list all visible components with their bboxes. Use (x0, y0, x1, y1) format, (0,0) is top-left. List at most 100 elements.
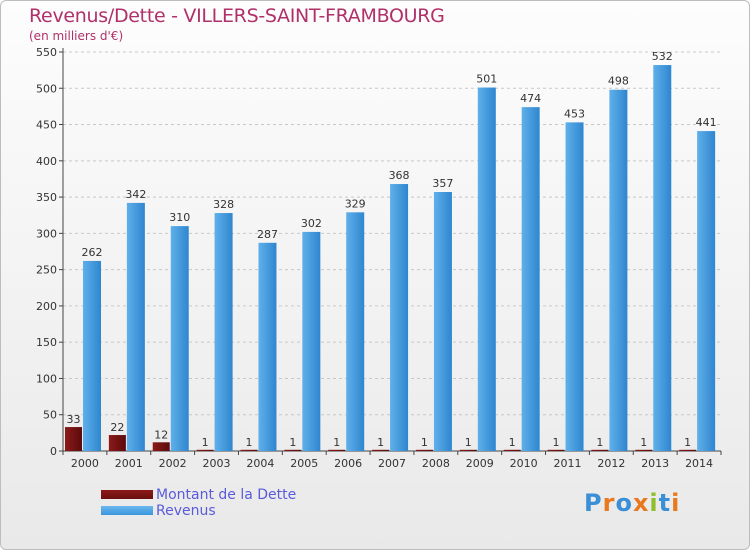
logo-letter: r (602, 489, 616, 517)
revenue-value-label: 453 (564, 107, 585, 120)
revenue-bar (390, 184, 409, 452)
revenue-bar (609, 89, 628, 451)
y-tick-label: 500 (36, 82, 57, 95)
x-tick-label: 2014 (685, 457, 713, 470)
y-tick-label: 350 (36, 191, 57, 204)
legend-swatch-revenue (101, 506, 153, 515)
x-tick-label: 2000 (71, 457, 99, 470)
debt-value-label: 1 (553, 436, 560, 449)
logo-letter: P (584, 489, 603, 517)
debt-bar (152, 442, 170, 451)
chart-subtitle: (en milliers d'€) (29, 29, 124, 43)
debt-bar (547, 449, 565, 451)
x-tick-label: 2009 (466, 457, 494, 470)
revenue-value-label: 310 (169, 211, 190, 224)
data-labels: 33 262 22 342 12 310 1 328 1 287 1 302 1 329 1 368 1 357 1… (67, 50, 717, 449)
revenue-bar (433, 192, 452, 451)
y-tick-label: 200 (36, 300, 57, 313)
x-tick-label: 2007 (378, 457, 406, 470)
axes: 0 50 100 150 200 250 300 350 400 450 500 550 2000 200… (36, 46, 722, 470)
revenue-value-label: 357 (432, 177, 453, 190)
x-tick-label: 2012 (597, 457, 625, 470)
revenue-bar (477, 87, 496, 451)
legend-swatch-debt (101, 490, 153, 499)
revenue-value-label: 328 (213, 198, 234, 211)
debt-bar (108, 435, 126, 451)
logo-letter: t (658, 489, 672, 517)
debt-bar (415, 449, 433, 451)
debt-value-label: 12 (154, 428, 168, 441)
debt-value-label: 1 (377, 436, 384, 449)
y-tick-label: 450 (36, 119, 57, 132)
debt-value-label: 1 (596, 436, 603, 449)
logo-letter: o (615, 489, 633, 517)
y-tick-label: 300 (36, 227, 57, 240)
revenue-value-label: 474 (520, 92, 541, 105)
revenue-value-label: 501 (476, 73, 497, 86)
x-tick-label: 2008 (422, 457, 450, 470)
debt-bar (240, 449, 258, 451)
revenue-value-label: 287 (257, 228, 278, 241)
bars (65, 65, 716, 452)
revenue-bar (346, 212, 365, 451)
revenue-value-label: 329 (345, 197, 366, 210)
revenue-bar (697, 131, 716, 452)
debt-bar (635, 449, 653, 451)
x-tick-label: 2004 (246, 457, 274, 470)
debt-bar (679, 449, 697, 451)
revenue-bar (83, 260, 101, 451)
revenue-bar (258, 242, 277, 451)
revenue-bar (214, 213, 233, 451)
debt-bar (591, 449, 609, 451)
x-tick-label: 2006 (334, 457, 362, 470)
debt-bar (328, 449, 346, 451)
debt-value-label: 1 (684, 436, 691, 449)
debt-bar (372, 449, 390, 451)
revenue-bar (521, 107, 540, 451)
legend-label-debt: Montant de la Dette (156, 487, 297, 503)
y-tick-label: 400 (36, 155, 57, 168)
debt-value-label: 1 (245, 436, 252, 449)
revenue-value-label: 262 (82, 246, 103, 259)
debt-bar (503, 449, 521, 451)
revenue-bar (126, 202, 145, 451)
debt-bar (459, 449, 477, 451)
y-tick-label: 100 (36, 372, 57, 385)
revenue-value-label: 441 (696, 116, 717, 129)
debt-value-label: 1 (333, 436, 340, 449)
debt-bar (196, 449, 214, 451)
debt-value-label: 1 (421, 436, 428, 449)
x-tick-label: 2010 (510, 457, 538, 470)
proxiti-logo: Proxiti (584, 489, 680, 517)
debt-value-label: 1 (509, 436, 516, 449)
y-tick-label: 0 (50, 445, 57, 458)
logo-letter: i (649, 489, 659, 517)
logo-letter: x (632, 489, 650, 517)
y-tick-label: 250 (36, 264, 57, 277)
y-tick-label: 50 (43, 409, 57, 422)
x-tick-label: 2005 (290, 457, 318, 470)
x-tick-label: 2003 (203, 457, 231, 470)
debt-value-label: 33 (67, 413, 81, 426)
revenue-value-label: 532 (652, 50, 673, 63)
revenue-bar (170, 226, 189, 451)
revenue-bar (653, 65, 672, 452)
x-tick-label: 2002 (159, 457, 187, 470)
debt-value-label: 1 (465, 436, 472, 449)
revenue-bar (302, 231, 321, 451)
legend-label-revenue: Revenus (156, 503, 216, 519)
y-tick-label: 150 (36, 336, 57, 349)
revenue-value-label: 498 (608, 75, 629, 88)
revenue-value-label: 342 (125, 188, 146, 201)
revenue-value-label: 302 (301, 217, 322, 230)
debt-bar (284, 449, 302, 451)
y-tick-label: 550 (36, 46, 57, 59)
debt-value-label: 1 (202, 436, 209, 449)
x-tick-label: 2013 (641, 457, 669, 470)
x-tick-label: 2011 (553, 457, 581, 470)
revenue-value-label: 368 (389, 169, 410, 182)
x-tick-label: 2001 (115, 457, 143, 470)
debt-value-label: 22 (110, 421, 124, 434)
